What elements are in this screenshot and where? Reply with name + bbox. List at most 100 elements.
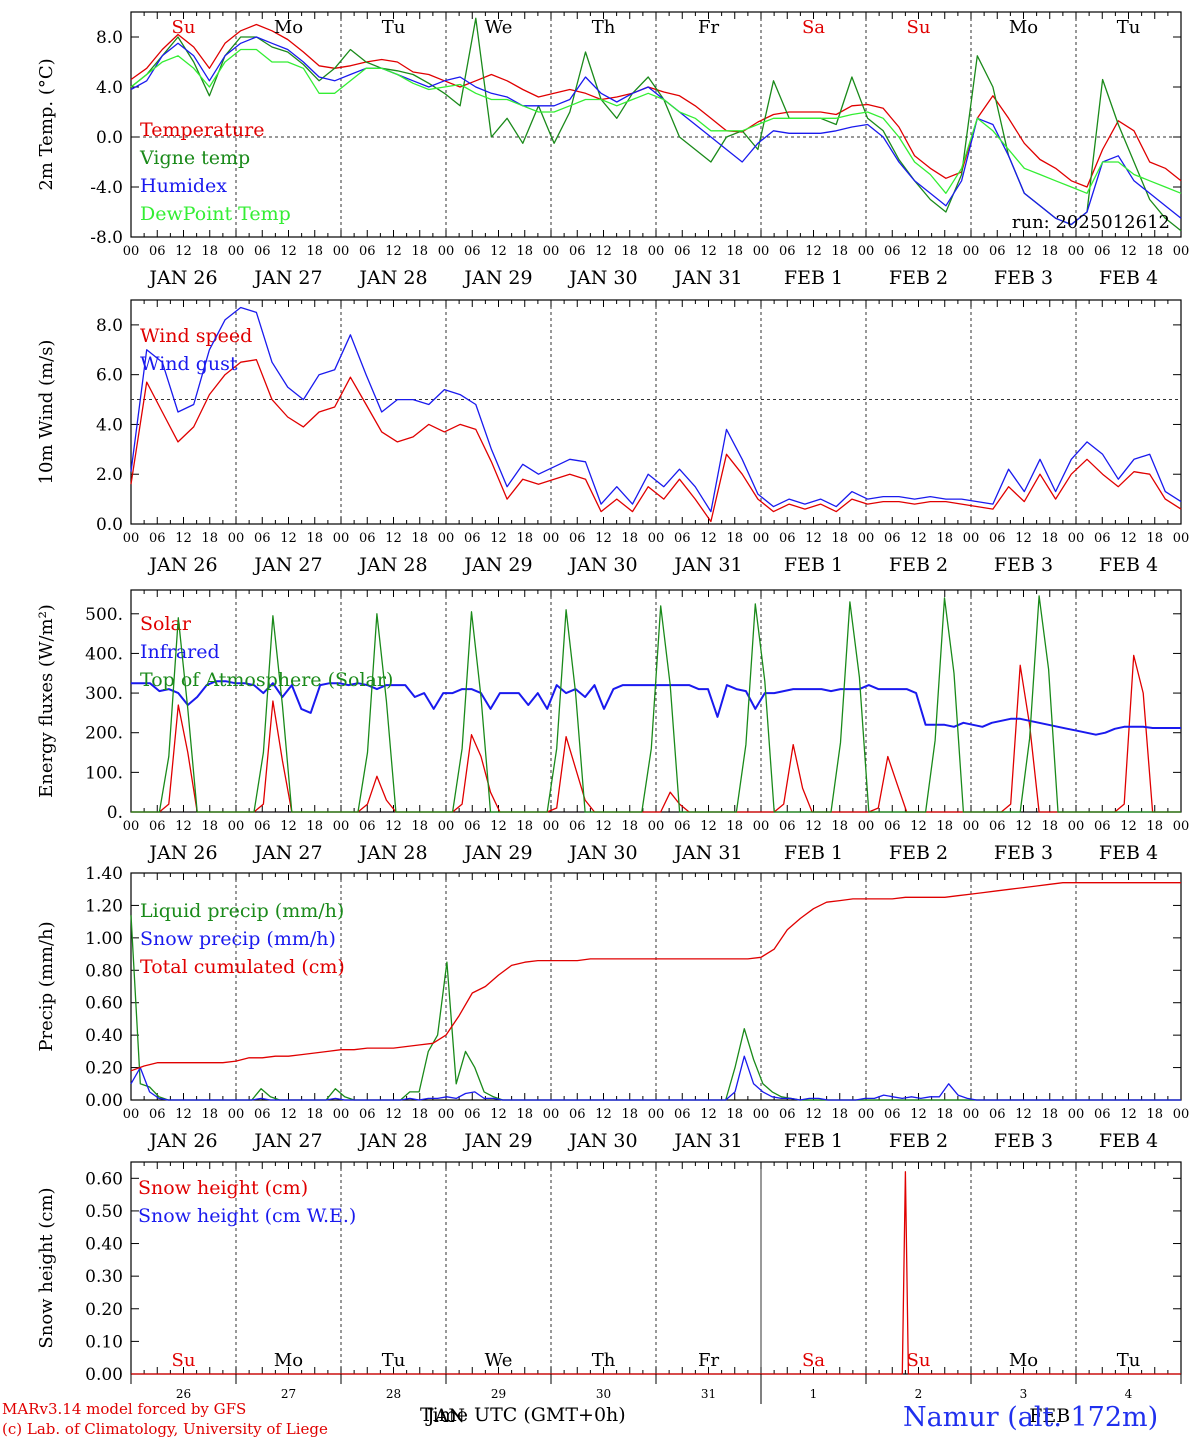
panel3-hour-label: 00 [858,819,875,834]
panel3-date-label: FEB 3 [994,842,1053,864]
panel4-y-tick-label: 1.00 [85,929,123,949]
panel4-date-label: FEB 4 [1099,1130,1158,1152]
panel3-hour-label: 06 [989,819,1006,834]
panel4-series-1-line [130,1055,1181,1101]
panel1-date-label: FEB 3 [994,267,1053,289]
panel3-y-tick-label: 500. [85,605,123,625]
panel5-y-tick-label: 0.50 [85,1202,123,1222]
panel2-hour-label: 06 [254,531,271,546]
panel5-y-tick-label: 0.10 [85,1332,123,1352]
panel1-hour-label: 00 [1068,244,1085,259]
panel4-date-label: FEB 3 [994,1130,1053,1152]
panel2-y-tick-label: 2.0 [96,465,123,485]
panel1-hour-label: 00 [333,244,350,259]
panel3-y-tick-label: 200. [85,724,123,744]
panel1-dow-label: Su [172,17,196,38]
panel1-hour-label: 12 [700,244,717,259]
bottom-day-number: 31 [701,1387,716,1401]
panel5-dow-label: Su [907,1350,931,1371]
panel2-legend-0: Wind speed [140,325,252,347]
panel2-hour-label: 12 [1015,531,1032,546]
panel4-date-label: FEB 2 [889,1130,948,1152]
panel4-date-label: JAN 31 [672,1130,742,1152]
panel5-y-tick-label: 0.40 [85,1235,123,1255]
panel5-dow-label: Tu [382,1350,406,1371]
panel4-hour-label: 12 [385,1107,402,1122]
panel1-hour-label: 06 [674,244,691,259]
panel2-hour-label: 18 [621,531,638,546]
bottom-day-number: 2 [915,1387,923,1401]
panel5-dow-label: Mo [1009,1350,1038,1371]
panel4-hour-label: 18 [1146,1107,1163,1122]
panel4-hour-label: 06 [569,1107,586,1122]
panel1-dow-label: Mo [274,17,303,38]
panel1-hour-label: 18 [831,244,848,259]
panel1-date-label: JAN 27 [252,267,322,289]
panel1-hour-label: 00 [228,244,245,259]
panel3-hour-label: 18 [1146,819,1163,834]
panel4-y-tick-label: 0.60 [85,994,123,1014]
panel2-hour-label: 12 [700,531,717,546]
panel3-hour-label: 12 [385,819,402,834]
panel4-hour-label: 12 [595,1107,612,1122]
panel2-hour-label: 06 [884,531,901,546]
panel2-hour-label: 12 [1120,531,1137,546]
panel4-date-label: JAN 29 [462,1130,532,1152]
panel5-dow-label: Fr [698,1350,719,1371]
panel4-date-label: FEB 1 [784,1130,843,1152]
panel4-hour-label: 12 [280,1107,297,1122]
panel2-hour-label: 12 [805,531,822,546]
panel4-hour-label: 18 [831,1107,848,1122]
bottom-day-number: 26 [176,1387,191,1401]
panel1-y-axis-label: 2m Temp. (°C) [36,58,57,190]
panel2-hour-label: 12 [490,531,507,546]
panel3-legend-1: Infrared [140,641,220,663]
panel1-hour-label: 06 [989,244,1006,259]
panel3-hour-label: 12 [280,819,297,834]
panel3-hour-label: 12 [175,819,192,834]
panel3-hour-label: 00 [1068,819,1085,834]
panel4-hour-label: 06 [884,1107,901,1122]
panel1-hour-label: 06 [779,244,796,259]
panel2-y-tick-label: 0.0 [96,515,123,535]
panel2-hour-label: 12 [280,531,297,546]
panel5-y-tick-label: 0.60 [85,1169,123,1189]
panel3-hour-label: 12 [595,819,612,834]
panel4-hour-label: 18 [516,1107,533,1122]
panel3-hour-label: 12 [490,819,507,834]
bottom-day-number: 29 [491,1387,506,1401]
panel1-hour-label: 12 [805,244,822,259]
panel1-hour-label: 12 [910,244,927,259]
panel2-hour-label: 18 [516,531,533,546]
panel3-hour-label: 06 [359,819,376,834]
panel1-hour-label: 18 [1041,244,1058,259]
panel1-dow-label: Mo [1009,17,1038,38]
panel4-hour-label: 00 [858,1107,875,1122]
panel4-hour-label: 00 [1068,1107,1085,1122]
panel4-series-2-line [130,882,1181,1072]
panel1-hour-label: 00 [753,244,770,259]
panel3-legend-0: Solar [140,613,192,635]
panel2-hour-label: 06 [1094,531,1111,546]
panel2-hour-label: 00 [333,531,350,546]
panel1-dow-label: Tu [1117,17,1141,38]
panel3-hour-label: 06 [884,819,901,834]
panel4-date-label: JAN 27 [252,1130,322,1152]
panel1-series-2-line [130,36,1182,226]
panel1-date-label: JAN 31 [672,267,742,289]
panel1-dow-label: Th [592,17,616,38]
panel1-hour-label: 18 [621,244,638,259]
panel1-hour-label: 00 [123,244,140,259]
panel4-hour-label: 00 [543,1107,560,1122]
panel4-hour-label: 18 [936,1107,953,1122]
panel4-hour-label: 12 [910,1107,927,1122]
panel2-hour-label: 00 [753,531,770,546]
panel3-hour-label: 06 [254,819,271,834]
panel2-date-label: JAN 31 [672,554,742,576]
panel1-hour-label: 18 [936,244,953,259]
panel2-date-label: JAN 28 [357,554,427,576]
panel4-legend-0: Liquid precip (mm/h) [140,900,344,922]
panel3-date-label: FEB 2 [889,842,948,864]
panel2-hour-label: 18 [201,531,218,546]
